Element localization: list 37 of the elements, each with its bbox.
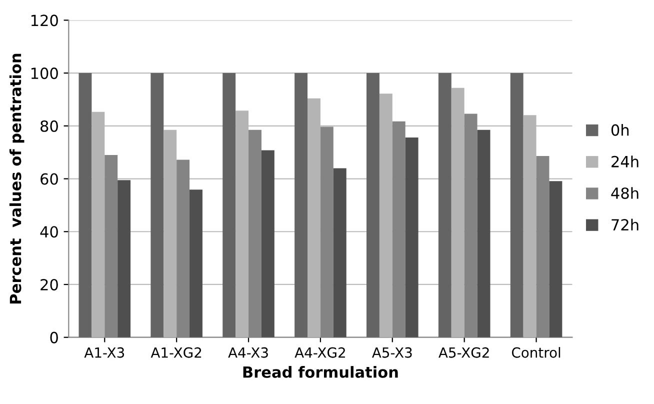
y-tick-label: 120	[31, 14, 58, 26]
bar	[510, 73, 524, 338]
x-tick-label: A5-XG2	[438, 347, 489, 358]
y-tick-label: 60	[40, 173, 58, 185]
bar	[78, 73, 92, 338]
bar	[222, 73, 236, 338]
bar	[261, 150, 274, 338]
bar	[438, 73, 452, 338]
x-tick-label: A4-XG2	[294, 347, 345, 358]
bar	[405, 138, 418, 338]
legend-label: 24h	[612, 156, 638, 168]
bar	[164, 130, 177, 338]
y-tick-label: 0	[50, 332, 58, 344]
bar	[118, 180, 131, 338]
y-tick-label: 100	[31, 68, 58, 80]
x-tick-label: A1-XG2	[150, 347, 202, 358]
legend-label: 72h	[612, 218, 638, 230]
bar	[477, 130, 490, 338]
bar	[366, 73, 380, 338]
bar	[451, 88, 464, 338]
y-tick-label: 80	[40, 120, 58, 132]
bar	[379, 94, 392, 338]
x-tick-label: A1-X3	[84, 347, 124, 358]
x-tick-label: A5-X3	[372, 347, 412, 358]
x-axis-title: Bread formulation	[243, 366, 398, 378]
bar	[333, 168, 346, 338]
x-tick-label: A4-X3	[228, 347, 268, 358]
bar	[549, 181, 562, 338]
bar	[150, 73, 164, 338]
y-axis-title: Percent values of pentration	[9, 54, 24, 304]
legend-label: 48h	[611, 187, 638, 199]
y-tick-label: 20	[40, 278, 58, 291]
y-tick-label: 40	[40, 226, 58, 238]
bar	[190, 190, 202, 338]
x-tick-label: Control	[512, 347, 560, 358]
bar	[294, 73, 308, 338]
legend-label: 0h	[611, 124, 629, 136]
